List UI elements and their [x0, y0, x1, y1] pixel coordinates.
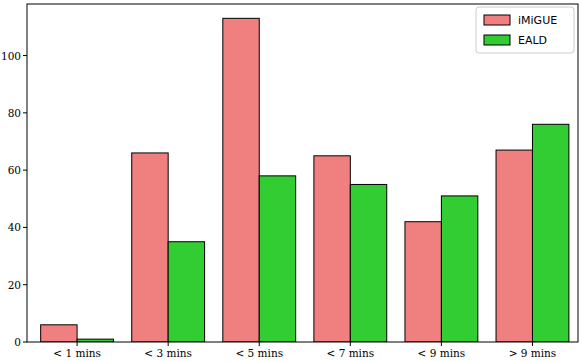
legend-label: iMiGUE [518, 14, 557, 27]
bar [41, 325, 77, 342]
bar [314, 156, 350, 342]
y-tick [23, 284, 27, 285]
y-tick-label: 60 [8, 164, 21, 176]
bar [132, 153, 168, 342]
y-tick [23, 170, 27, 171]
y-tick [23, 55, 27, 56]
x-tick [168, 342, 169, 346]
chart-container: 0 20 40 60 80 100 < 1 mins < 3 mins < 5 mins < 7 … [0, 0, 582, 362]
y-tick-label: 40 [8, 221, 21, 233]
x-tick-label: < 9 mins [418, 347, 466, 359]
legend-label: EALD [518, 34, 547, 47]
bar [259, 176, 295, 342]
bars [41, 18, 569, 342]
plot-frame [27, 4, 578, 342]
x-tick [259, 342, 260, 346]
x-tick-label: < 1 mins [53, 347, 101, 359]
y-tick [23, 342, 27, 343]
chart-svg: 0 20 40 60 80 100 < 1 mins < 3 mins < 5 mins < 7 … [0, 0, 582, 362]
y-tick [23, 227, 27, 228]
y-tick-label: 0 [14, 336, 21, 348]
y-tick [23, 112, 27, 113]
x-tick [77, 342, 78, 346]
x-tick [441, 342, 442, 346]
bar [405, 222, 441, 342]
x-tick [350, 342, 351, 346]
y-tick-label: 100 [1, 50, 21, 62]
x-tick-label: < 7 mins [327, 347, 375, 359]
bar [441, 196, 477, 342]
legend-swatch [484, 15, 510, 25]
legend-box [476, 7, 574, 53]
x-tick-label: < 3 mins [144, 347, 192, 359]
bar [168, 242, 204, 342]
x-tick-label: < 5 mins [235, 347, 283, 359]
bar [532, 124, 568, 342]
legend-swatch [484, 35, 510, 45]
bar [223, 18, 259, 342]
x-tick-label: > 9 mins [509, 347, 557, 359]
x-tick [532, 342, 533, 346]
bar [350, 184, 386, 342]
legend: iMiGUE EALD [476, 7, 574, 53]
bar [496, 150, 532, 342]
y-tick-label: 20 [8, 279, 21, 291]
y-tick-label: 80 [8, 107, 21, 119]
